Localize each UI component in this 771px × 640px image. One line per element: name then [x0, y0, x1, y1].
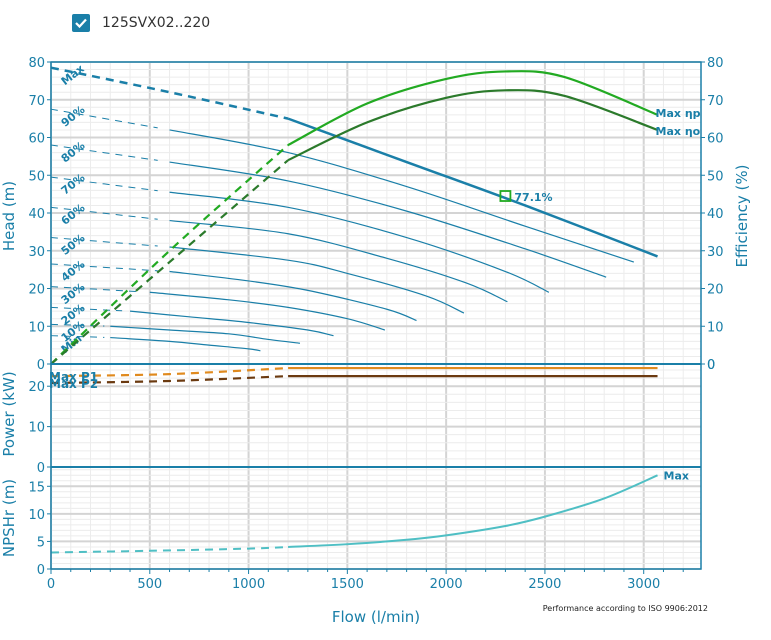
efficiency-curve-dashed	[50, 159, 289, 365]
y-tick-label-npsh: 15	[28, 480, 45, 495]
efficiency-curve	[287, 70, 658, 147]
efficiency-curve-dashed	[50, 144, 289, 365]
y-tick-label-efficiency: 50	[707, 169, 724, 184]
iso-note: Performance according to ISO 9906:2012	[543, 604, 708, 613]
model-checkbox[interactable]	[72, 14, 90, 32]
y-axis-label-efficiency: Efficiency (%)	[733, 165, 751, 268]
power-curve-label: Max P1	[49, 370, 98, 384]
y-axis-label-head: Head (m)	[0, 181, 18, 251]
head-curve-dashed	[50, 206, 158, 220]
y-tick-label-efficiency: 40	[707, 207, 724, 222]
head-curve	[169, 161, 607, 278]
head-curve	[169, 129, 635, 263]
y-tick-label-head: 80	[28, 56, 45, 71]
y-tick-label-head: 50	[28, 169, 45, 184]
y-tick-label-npsh: 0	[37, 563, 45, 578]
y-tick-label-power: 20	[28, 380, 45, 395]
check-icon	[75, 18, 87, 29]
y-tick-label-efficiency: 80	[707, 56, 724, 71]
head-curve	[169, 246, 465, 314]
x-axis-label-flow: Flow (l/min)	[332, 608, 420, 626]
head-curve	[129, 310, 334, 337]
head-curve-label: 40%	[59, 258, 88, 284]
efficiency-curve-label: Max ηo	[656, 125, 701, 138]
head-curve	[169, 270, 417, 322]
x-tick-label: 2500	[528, 577, 561, 592]
efficiency-curve	[287, 89, 658, 162]
y-tick-label-efficiency: 20	[707, 283, 724, 298]
y-tick-label-head: 0	[37, 358, 45, 373]
y-tick-label-npsh: 5	[37, 535, 45, 550]
power-curve-dashed	[50, 366, 289, 378]
plot-frame	[50, 61, 702, 570]
efficiency-curve-label: Max ηp	[656, 107, 701, 120]
npsh-curve-dashed	[50, 545, 289, 554]
npsh-curve	[288, 474, 658, 548]
x-tick-label: 1500	[331, 577, 364, 592]
head-curve-dashed	[50, 306, 123, 312]
head-curve-dashed	[50, 286, 140, 293]
head-curve-dashed	[50, 323, 105, 327]
y-tick-label-efficiency: 60	[707, 132, 724, 147]
bep-label: 77.1%	[514, 191, 552, 204]
power-curve-label: Max P2	[49, 377, 98, 391]
x-tick-label: 500	[137, 577, 162, 592]
y-tick-label-head: 20	[28, 283, 45, 298]
power-curve-dashed	[50, 375, 289, 385]
y-tick-label-npsh: 10	[28, 508, 45, 523]
y-tick-label-head: 30	[28, 245, 45, 260]
head-curve-dashed	[50, 237, 158, 247]
y-tick-label-efficiency: 10	[707, 320, 724, 335]
y-tick-label-efficiency: 0	[707, 358, 715, 373]
head-curve	[149, 291, 386, 331]
head-curve-max-dashed	[50, 66, 289, 120]
head-curve	[169, 191, 550, 293]
y-tick-label-power: 0	[37, 461, 45, 476]
y-tick-label-efficiency: 30	[707, 245, 724, 260]
head-curve-dashed	[50, 176, 158, 192]
head-curve-dashed	[50, 144, 158, 161]
head-curve-dashed	[50, 335, 105, 338]
y-tick-label-head: 60	[28, 132, 45, 147]
y-tick-label-head: 70	[28, 94, 45, 109]
y-axis-label-npsh: NPSHr (m)	[0, 479, 18, 557]
model-title: 125SVX02..220	[102, 15, 211, 31]
x-tick-label: 1000	[232, 577, 265, 592]
head-curve-label: 30%	[59, 281, 88, 307]
head-curve-dashed	[50, 263, 158, 272]
y-tick-label-power: 10	[28, 421, 45, 436]
head-curve-max	[287, 117, 658, 258]
y-tick-label-head: 40	[28, 207, 45, 222]
npsh-curve-label: Max	[664, 469, 689, 482]
y-tick-label-power-right: 0	[707, 358, 715, 373]
grid	[50, 61, 701, 570]
head-curve-label: 80%	[59, 139, 88, 165]
model-selector: 125SVX02..220	[72, 14, 210, 32]
y-tick-label-efficiency: 70	[707, 94, 724, 109]
y-axis-label-power: Power (kW)	[0, 371, 18, 456]
x-tick-label: 2000	[430, 577, 463, 592]
x-tick-label: 3000	[627, 577, 660, 592]
head-curve-dashed	[50, 108, 158, 129]
head-curve-label: Max	[59, 62, 87, 88]
head-curve	[110, 325, 301, 344]
head-curve	[169, 219, 508, 303]
head-curve	[110, 336, 261, 352]
bep-marker	[499, 190, 512, 202]
y-tick-label-head: 10	[28, 320, 45, 335]
axes: 0102030405060708001020304050607080010200…	[28, 56, 723, 592]
x-tick-label: 0	[47, 577, 55, 592]
